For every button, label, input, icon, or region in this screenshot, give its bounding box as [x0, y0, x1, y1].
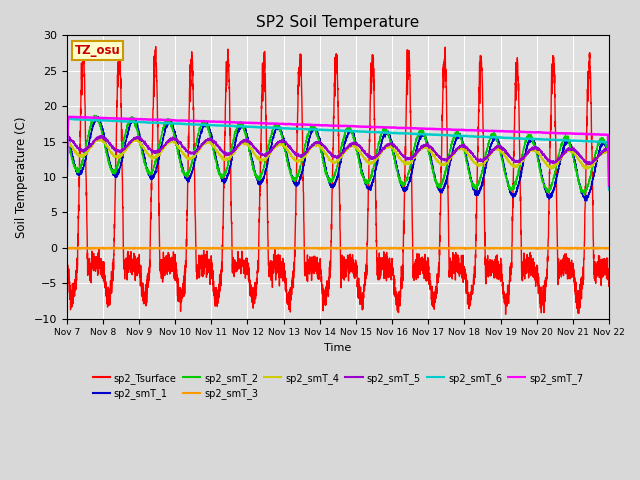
sp2_Tsurface — [502, 312, 509, 317]
sp2_smT_1 — [92, 113, 100, 119]
sp2_smT_6 — [605, 187, 613, 192]
sp2_smT_1 — [583, 198, 591, 204]
sp2_smT_2 — [91, 112, 99, 118]
sp2_smT_4 — [63, 138, 70, 144]
Legend: sp2_Tsurface, sp2_smT_1, sp2_smT_2, sp2_smT_3, sp2_smT_4, sp2_smT_5, sp2_smT_6, : sp2_Tsurface, sp2_smT_1, sp2_smT_2, sp2_… — [88, 369, 587, 403]
sp2_smT_1 — [63, 127, 70, 132]
sp2_smT_2 — [580, 192, 588, 198]
sp2_smT_5 — [318, 141, 326, 147]
sp2_smT_5 — [161, 143, 168, 149]
sp2_Tsurface — [460, 271, 467, 277]
sp2_smT_6 — [68, 116, 76, 122]
sp2_smT_3 — [605, 245, 613, 251]
Line: sp2_smT_5: sp2_smT_5 — [67, 135, 609, 165]
sp2_smT_5 — [584, 162, 592, 168]
sp2_smT_1 — [605, 148, 612, 154]
sp2_smT_5 — [605, 148, 612, 154]
sp2_smT_3 — [317, 245, 325, 251]
sp2_smT_1 — [460, 141, 467, 146]
sp2_smT_1 — [490, 134, 498, 140]
sp2_Tsurface — [490, 275, 498, 281]
sp2_smT_4 — [490, 146, 498, 152]
sp2_smT_1 — [318, 144, 326, 150]
sp2_smT_2 — [429, 171, 437, 177]
sp2_smT_4 — [605, 150, 612, 156]
sp2_smT_2 — [63, 132, 70, 137]
Y-axis label: Soil Temperature (C): Soil Temperature (C) — [15, 116, 28, 238]
sp2_smT_3 — [460, 245, 467, 251]
Line: sp2_smT_1: sp2_smT_1 — [67, 116, 609, 201]
sp2_Tsurface — [318, 276, 326, 282]
sp2_Tsurface — [63, 265, 70, 271]
Line: sp2_smT_2: sp2_smT_2 — [67, 115, 609, 195]
sp2_Tsurface — [605, 278, 612, 284]
sp2_smT_6 — [318, 127, 326, 132]
sp2_smT_7 — [490, 128, 498, 134]
sp2_smT_5 — [63, 132, 71, 138]
sp2_smT_5 — [429, 147, 437, 153]
sp2_smT_3 — [372, 246, 380, 252]
sp2_smT_5 — [63, 133, 70, 139]
sp2_smT_7 — [429, 126, 437, 132]
sp2_smT_2 — [605, 154, 613, 160]
sp2_smT_5 — [490, 147, 498, 153]
sp2_smT_5 — [605, 147, 613, 153]
sp2_smT_4 — [318, 145, 326, 151]
sp2_smT_2 — [490, 130, 498, 136]
Line: sp2_smT_6: sp2_smT_6 — [67, 119, 609, 190]
sp2_smT_1 — [605, 151, 613, 157]
sp2_smT_7 — [605, 155, 612, 160]
sp2_smT_7 — [63, 180, 70, 185]
sp2_smT_2 — [161, 123, 168, 129]
sp2_smT_4 — [161, 144, 168, 149]
sp2_smT_3 — [160, 245, 168, 251]
Line: sp2_smT_4: sp2_smT_4 — [67, 138, 609, 169]
sp2_smT_4 — [429, 152, 437, 158]
sp2_smT_3 — [563, 245, 571, 251]
sp2_smT_6 — [161, 120, 168, 126]
sp2_smT_7 — [460, 127, 467, 133]
X-axis label: Time: Time — [324, 343, 351, 353]
sp2_smT_7 — [605, 183, 613, 189]
sp2_smT_6 — [605, 160, 612, 166]
sp2_Tsurface — [161, 261, 168, 266]
Line: sp2_Tsurface: sp2_Tsurface — [67, 47, 609, 314]
sp2_smT_1 — [429, 167, 437, 172]
sp2_Tsurface — [605, 266, 613, 272]
Line: sp2_smT_3: sp2_smT_3 — [67, 248, 609, 249]
Line: sp2_smT_7: sp2_smT_7 — [67, 117, 609, 186]
sp2_smT_3 — [429, 245, 437, 251]
sp2_smT_6 — [460, 133, 467, 139]
sp2_smT_5 — [460, 144, 467, 150]
sp2_smT_2 — [460, 146, 467, 152]
sp2_smT_7 — [318, 122, 326, 128]
sp2_smT_3 — [63, 245, 70, 251]
sp2_smT_4 — [95, 135, 103, 141]
sp2_Tsurface — [152, 44, 159, 49]
sp2_smT_7 — [161, 117, 168, 123]
sp2_smT_4 — [605, 152, 613, 157]
sp2_smT_6 — [429, 132, 437, 138]
sp2_smT_7 — [67, 114, 74, 120]
sp2_smT_6 — [490, 134, 498, 140]
sp2_Tsurface — [429, 295, 437, 301]
sp2_smT_3 — [490, 245, 498, 251]
sp2_smT_4 — [548, 166, 556, 172]
sp2_smT_2 — [605, 155, 612, 160]
Title: SP2 Soil Temperature: SP2 Soil Temperature — [256, 15, 419, 30]
sp2_smT_6 — [63, 180, 70, 186]
sp2_smT_2 — [318, 151, 326, 156]
sp2_smT_1 — [161, 132, 168, 137]
sp2_smT_3 — [605, 245, 612, 251]
sp2_smT_4 — [460, 145, 467, 151]
Text: TZ_osu: TZ_osu — [75, 44, 120, 57]
